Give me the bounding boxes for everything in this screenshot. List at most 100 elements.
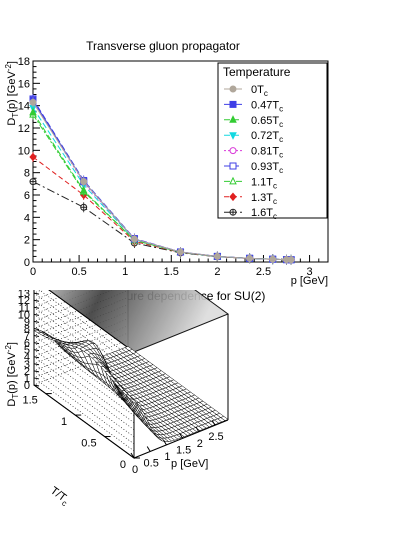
legend-entry: 0.93Tc <box>224 161 283 175</box>
legend-label: 1.6Tc <box>251 207 277 221</box>
z-gridline <box>33 290 135 388</box>
z-gridline <box>33 290 135 395</box>
z-tick <box>33 313 40 316</box>
z-tick-label: 12 <box>18 295 30 307</box>
x-tick-label: 1.5 <box>176 444 191 456</box>
series-0Tc <box>29 97 295 265</box>
z-gridline <box>33 297 135 409</box>
x-tick-label: 3 <box>307 266 313 278</box>
legend-marker <box>229 162 237 170</box>
legend-label: 0.65Tc <box>251 115 283 129</box>
y-tick-label: 16 <box>18 78 30 90</box>
legend-entry: 1.6Tc <box>224 207 277 221</box>
legend-entry: 0.72Tc <box>224 130 283 144</box>
z-tick <box>33 299 40 302</box>
legend-marker <box>229 132 237 140</box>
legend-entry: 0Tc <box>224 84 268 98</box>
x-tick <box>162 439 167 446</box>
y-tick-label: 6 <box>24 190 30 202</box>
legend-marker <box>229 115 237 123</box>
legend-label: 0Tc <box>251 84 268 98</box>
z-tick-label: 6 <box>24 338 30 350</box>
legend-entry: 0.81Tc <box>224 146 283 160</box>
z-tick <box>33 349 40 352</box>
z-tick-label: 7 <box>24 331 30 343</box>
z-tick-label: 11 <box>19 302 30 314</box>
temperature-surface-chart: Temperature dependence for SU(2)01234567… <box>4 290 265 508</box>
y-tick-label: 10 <box>18 145 30 157</box>
data-point <box>246 254 254 262</box>
z-tick <box>33 342 40 345</box>
x-tick <box>130 452 135 459</box>
z-tick <box>33 363 40 366</box>
x-tick-label: 0 <box>132 464 138 476</box>
x-tick-label: 1 <box>164 451 170 463</box>
y-tick-label: 1 <box>61 416 67 428</box>
z-tick-label: 9 <box>24 316 30 328</box>
data-point <box>79 185 88 194</box>
x-axis-label: p [GeV] <box>171 458 208 470</box>
x-tick <box>179 433 184 439</box>
legend-entry: 0.65Tc <box>224 115 283 129</box>
surface-mesh <box>33 329 229 442</box>
z-tick-label: 0 <box>24 380 30 392</box>
series-line <box>32 98 292 261</box>
z-tick <box>33 370 40 373</box>
data-point <box>29 107 37 116</box>
ceiling-plane <box>48 290 230 353</box>
legend-label: 0.47Tc <box>251 99 283 113</box>
legend-marker <box>229 176 237 185</box>
z-tick <box>33 377 40 380</box>
x-tick-label: 1.5 <box>164 266 179 278</box>
y-tick-label: 8 <box>24 168 30 180</box>
z-tick <box>33 384 40 387</box>
x-tick-label: 1 <box>122 266 128 278</box>
legend-marker <box>229 100 237 108</box>
z-tick-label: 13 <box>18 290 30 300</box>
data-point <box>130 235 138 243</box>
y-axis-label: T/Tc <box>47 485 72 508</box>
y-tick-label: 4 <box>24 212 30 224</box>
z-tick-label: 5 <box>24 345 30 357</box>
z-tick-label: 8 <box>24 323 30 335</box>
legend-entry: 0.47Tc <box>224 99 283 113</box>
legend-marker <box>229 85 237 93</box>
data-point <box>29 152 37 162</box>
legend-entry: 1.1Tc <box>224 176 277 190</box>
legend-label: 0.93Tc <box>251 161 283 175</box>
z-gridline <box>33 290 135 367</box>
x-tick-label: 2 <box>214 266 220 278</box>
z-tick <box>33 306 40 309</box>
legend-label: 1.1Tc <box>251 176 277 190</box>
x-tick <box>146 446 151 452</box>
y-tick-label: 18 <box>18 56 30 68</box>
z-tick-label: 3 <box>24 359 30 371</box>
y-tick-label: 0 <box>120 459 126 471</box>
z-axis-label: DT(p) [GeV-2] <box>4 342 20 407</box>
x-tick <box>211 419 216 426</box>
x-tick-label: 0.5 <box>71 266 86 278</box>
z-tick <box>33 320 40 323</box>
legend-marker <box>229 192 237 202</box>
y-tick-label: 0 <box>24 257 30 269</box>
legend-label: 0.72Tc <box>251 130 283 144</box>
x-tick-label: 0.5 <box>144 457 159 469</box>
z-gridline <box>33 339 135 452</box>
y-tick-label: 1.5 <box>22 395 37 407</box>
z-gridline <box>33 325 135 438</box>
z-tick-label: 1 <box>24 373 30 385</box>
z-tick-label: 4 <box>24 352 30 364</box>
z-tick <box>33 356 40 359</box>
data-point <box>177 248 184 256</box>
z-gridline <box>33 318 135 430</box>
z-tick <box>33 335 40 338</box>
data-point <box>213 252 221 260</box>
z-tick <box>33 327 40 330</box>
y-axis-label: DT(p) [GeV-2] <box>4 61 20 126</box>
propagator-line-chart: Transverse gluon propagator0246810121416… <box>4 39 329 287</box>
legend-label: 1.3Tc <box>251 192 277 206</box>
data-point <box>269 255 277 263</box>
x-tick <box>195 426 200 433</box>
x-tick-label: 2.5 <box>256 266 271 278</box>
x-tick-label: 2 <box>197 438 203 450</box>
